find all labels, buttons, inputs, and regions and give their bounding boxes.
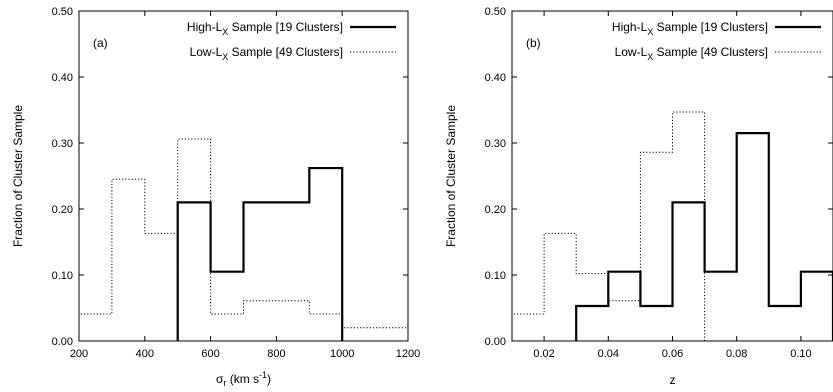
x-tick-label: 1200: [396, 348, 420, 360]
y-tick-label: 0.40: [52, 72, 73, 84]
y-axis-label: Fraction of Cluster Sample: [444, 105, 458, 247]
x-axis-label: σr (km s-1): [216, 370, 271, 388]
panel-label: (a): [93, 36, 108, 50]
x-tick-label: 0.06: [662, 348, 683, 360]
x-tick-label: 0.02: [533, 348, 554, 360]
y-tick-label: 0.40: [485, 72, 506, 84]
panel-label: (b): [526, 36, 541, 50]
histogram-high-lx-series: [176, 166, 344, 341]
y-tick-label: 0.30: [485, 138, 506, 150]
chart-panel-a: 0.00 0.10 0.20 0.30 0.40 0.50 200 400 600 800 1000…: [11, 6, 420, 388]
y-tick-label: 0.30: [52, 138, 73, 150]
x-tick-label: 0.08: [726, 348, 747, 360]
chart-panel-b: 0.00 0.10 0.20 0.30 0.40 0.50 0.02 0.04 0.06 0.08…: [444, 6, 833, 387]
legend-label: Low-LX Sample [49 Clusters]: [190, 45, 343, 62]
x-tick-label: 800: [267, 348, 285, 360]
x-axis-label: z: [670, 373, 676, 387]
y-tick-label: 0.50: [52, 6, 73, 18]
y-tick-label: 0.20: [52, 204, 73, 216]
x-tick-label: 0.10: [790, 348, 811, 360]
x-tick-label: 0.04: [598, 348, 619, 360]
y-tick-label: 0.50: [485, 6, 506, 18]
x-tick-label: 600: [201, 348, 219, 360]
x-tick-label: 400: [136, 348, 154, 360]
y-tick-label: 0.00: [52, 336, 73, 348]
legend-label: High-LX Sample [19 Clusters]: [612, 20, 768, 37]
y-tick-label: 0.10: [52, 270, 73, 282]
y-tick-label: 0.20: [485, 204, 506, 216]
y-tick-label: 0.10: [485, 270, 506, 282]
legend-label: High-LX Sample [19 Clusters]: [187, 20, 343, 37]
plot-frame: [78, 10, 409, 342]
x-tick-label: 200: [70, 348, 88, 360]
y-tick-label: 0.00: [485, 336, 506, 348]
legend-label: Low-LX Sample [49 Clusters]: [615, 45, 768, 62]
x-tick-label: 1000: [330, 348, 354, 360]
histogram-high-lx-series: [575, 132, 833, 341]
y-axis-label: Fraction of Cluster Sample: [11, 105, 25, 247]
